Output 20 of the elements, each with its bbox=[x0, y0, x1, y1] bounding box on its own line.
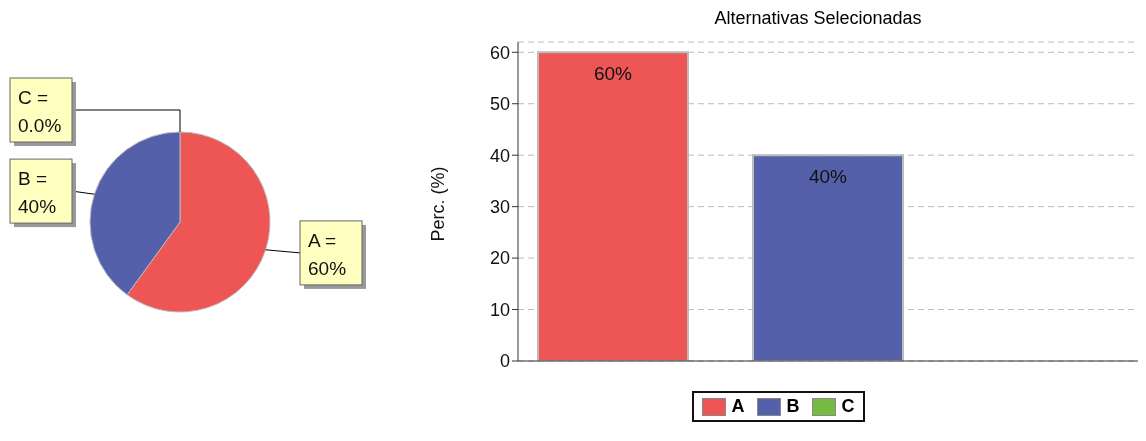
y-tick-label: 60 bbox=[489, 42, 510, 63]
y-tick-label: 10 bbox=[489, 299, 510, 320]
y-tick-label: 20 bbox=[489, 248, 510, 269]
legend-label: A bbox=[730, 396, 745, 417]
y-tick-label: 0 bbox=[499, 351, 510, 372]
data-label: 40% bbox=[18, 196, 57, 218]
y-tick-label: 50 bbox=[489, 94, 510, 115]
data-label: 40% bbox=[808, 166, 848, 188]
slice-label: A = bbox=[308, 229, 336, 251]
legend-label: C bbox=[840, 396, 855, 417]
data-label: 60% bbox=[593, 63, 633, 85]
data-label: 60% bbox=[308, 257, 347, 279]
chart-title: Alternativas Selecionadas bbox=[713, 8, 923, 30]
slice-label: B = bbox=[18, 168, 48, 190]
y-tick-label: 40 bbox=[489, 145, 510, 166]
y-axis-title: Perc. (%) bbox=[428, 166, 449, 242]
y-tick-label: 30 bbox=[489, 197, 510, 218]
legend-label: B bbox=[785, 396, 800, 417]
category-label: C = bbox=[18, 87, 49, 108]
text: 0.0% bbox=[18, 115, 62, 136]
